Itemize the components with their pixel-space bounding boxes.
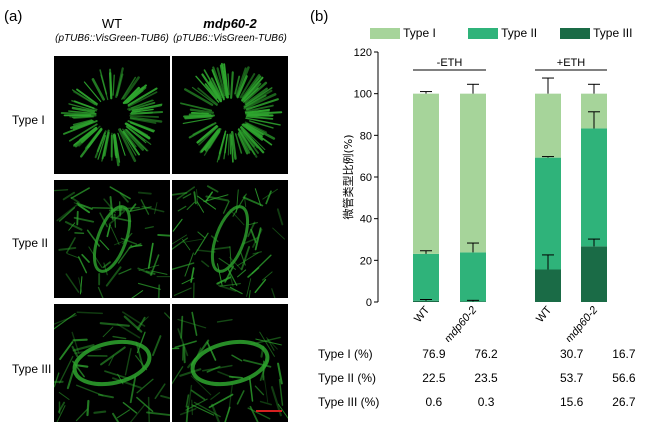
group-label: +ETH	[557, 57, 585, 69]
table-row-label: Type II (%)	[318, 366, 408, 390]
row-label-type-2: Type II	[12, 236, 48, 250]
bar-segment-type-i	[413, 94, 439, 254]
table-cell: 0.6	[408, 390, 460, 414]
micrograph-mutant-type-3	[172, 304, 288, 422]
table-cell: 76.9	[408, 342, 460, 366]
table-cell: 26.7	[598, 390, 650, 414]
table-cell: 15.6	[546, 390, 598, 414]
column-title-wt-main: WT	[102, 16, 122, 31]
column-title-wt: WT (pTUB6::VisGreen-TUB6)	[52, 16, 172, 46]
bar-segment-type-iii	[581, 246, 607, 302]
table-cell: 30.7	[546, 342, 598, 366]
y-tick-label: 0	[366, 297, 372, 309]
table-cell: 23.5	[460, 366, 512, 390]
table-row: Type II (%) 22.5 23.5 53.7 56.6	[318, 366, 650, 390]
bar-segment-type-iii	[460, 301, 486, 302]
micrograph-mutant-type-1	[172, 56, 288, 174]
stacked-bar-chart: 0 20 40 60 80 100 120 微管类型比例(%) WT mdp60-2 WT mdp60…	[340, 20, 650, 342]
column-title-mutant-main: mdp60-2	[203, 16, 256, 31]
bar-segment-type-i	[535, 94, 561, 158]
x-tick-label: mdp60-2	[563, 304, 600, 342]
bar-segment-type-ii	[535, 158, 561, 270]
bar-segment-type-ii	[581, 128, 607, 246]
y-tick-label: 40	[360, 214, 372, 226]
column-title-mutant: mdp60-2 (pTUB6::VisGreen-TUB6)	[170, 16, 290, 46]
row-label-type-3: Type III	[12, 362, 51, 376]
y-tick-label: 20	[360, 255, 372, 267]
column-title-wt-subtitle: (pTUB6::VisGreen-TUB6)	[52, 31, 172, 46]
table-cell: 0.3	[460, 390, 512, 414]
x-tick-label: WT	[534, 304, 554, 325]
row-label-type-1: Type I	[12, 113, 45, 127]
micrograph-wt-type-3	[54, 304, 170, 422]
micrograph-wt-type-2	[54, 180, 170, 298]
scale-bar	[256, 410, 282, 412]
table-cell: 56.6	[598, 366, 650, 390]
y-tick-label: 80	[360, 130, 372, 142]
bar-segment-type-ii	[413, 254, 439, 301]
y-tick-label: 100	[354, 89, 372, 101]
y-axis-label: 微管类型比例(%)	[341, 134, 355, 219]
bar-segment-type-i	[460, 94, 486, 253]
bar-segment-type-iii	[535, 270, 561, 303]
table-row: Type I (%) 76.9 76.2 30.7 16.7	[318, 342, 650, 366]
table-cell: 22.5	[408, 366, 460, 390]
micrograph-mutant-type-2	[172, 180, 288, 298]
x-tick-label: mdp60-2	[442, 304, 479, 342]
table-row-label: Type III (%)	[318, 390, 408, 414]
table-row-label: Type I (%)	[318, 342, 408, 366]
panel-b-label: (b)	[310, 8, 328, 25]
table-row: Type III (%) 0.6 0.3 15.6 26.7	[318, 390, 650, 414]
group-label: -ETH	[437, 57, 463, 69]
bar-segment-type-ii	[460, 252, 486, 301]
bar-segment-type-iii	[413, 301, 439, 302]
table-cell: 76.2	[460, 342, 512, 366]
y-tick-label: 60	[360, 172, 372, 184]
micrograph-wt-type-1	[54, 56, 170, 174]
table-cell: 53.7	[546, 366, 598, 390]
panel-a-label: (a)	[4, 8, 22, 25]
column-title-mutant-subtitle: (pTUB6::VisGreen-TUB6)	[170, 31, 290, 46]
x-tick-label: WT	[412, 304, 432, 325]
table-cell: 16.7	[598, 342, 650, 366]
y-tick-label: 120	[354, 47, 372, 59]
percentage-table: Type I (%) 76.9 76.2 30.7 16.7 Type II (…	[318, 342, 650, 414]
